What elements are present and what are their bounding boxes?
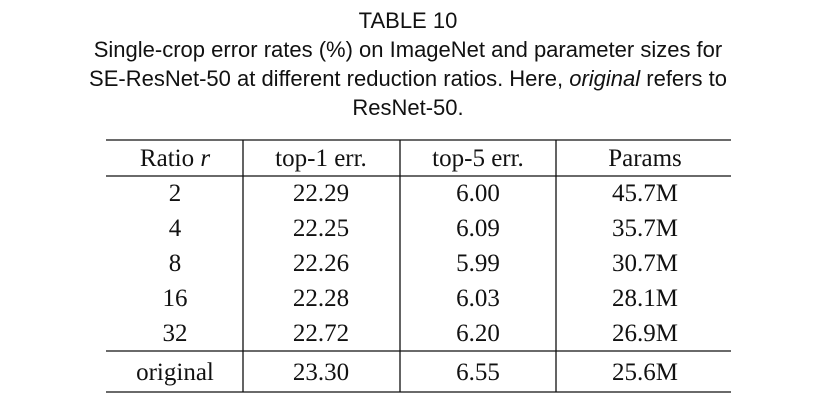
table-cell: 16 <box>163 285 188 312</box>
table-cell: 30.7M <box>612 250 678 277</box>
caption-text: SE-ResNet-50 at different reduction rati… <box>89 66 569 91</box>
table-title: TABLE 10 <box>359 8 458 33</box>
caption-text: Single-crop error rates (%) on ImageNet … <box>94 37 722 62</box>
caption-text: ResNet-50. <box>352 95 463 120</box>
table-cell: 6.20 <box>456 320 500 347</box>
table-cell: 28.1M <box>612 285 678 312</box>
table-cell: 22.29 <box>293 180 349 207</box>
table-cell: 26.9M <box>612 320 678 347</box>
table-cell: 22.28 <box>293 285 349 312</box>
caption-emphasis: original <box>569 66 641 91</box>
header-cell: top-5 err. <box>432 145 524 172</box>
table-body: top-1 err. top-5 err. Params 2 22.29 6.00 45.7… <box>136 145 682 386</box>
table-cell: original <box>136 359 214 386</box>
table-cell: 6.00 <box>456 180 500 207</box>
caption-line: SE-ResNet-50 at different reduction rati… <box>89 66 727 91</box>
table-cell: 6.09 <box>456 215 500 242</box>
table-cell: 35.7M <box>612 215 678 242</box>
table-cell: 5.99 <box>456 250 500 277</box>
table-cell: 22.26 <box>293 250 349 277</box>
table-cell: 45.7M <box>612 180 678 207</box>
table-cell: 6.03 <box>456 285 500 312</box>
table-cell: 32 <box>163 320 188 347</box>
header-cell: Ratio r <box>140 145 210 172</box>
table-cell: 4 <box>169 215 182 242</box>
header-cell: top-1 err. <box>275 145 367 172</box>
caption-line: ResNet-50. <box>352 95 463 120</box>
table-cell: 6.55 <box>456 359 500 386</box>
caption-line: Single-crop error rates (%) on ImageNet … <box>94 37 722 62</box>
header-cell: Params <box>608 145 682 172</box>
header-text: Ratio <box>140 145 200 172</box>
table-cell: 25.6M <box>612 359 678 386</box>
caption-text: refers to <box>640 66 727 91</box>
table-cell: 22.72 <box>293 320 349 347</box>
header-variable: r <box>200 145 210 172</box>
table-cell: 2 <box>169 180 182 207</box>
table-cell: 22.25 <box>293 215 349 242</box>
table-cell: 23.30 <box>293 359 349 386</box>
table-cell: 8 <box>169 250 182 277</box>
